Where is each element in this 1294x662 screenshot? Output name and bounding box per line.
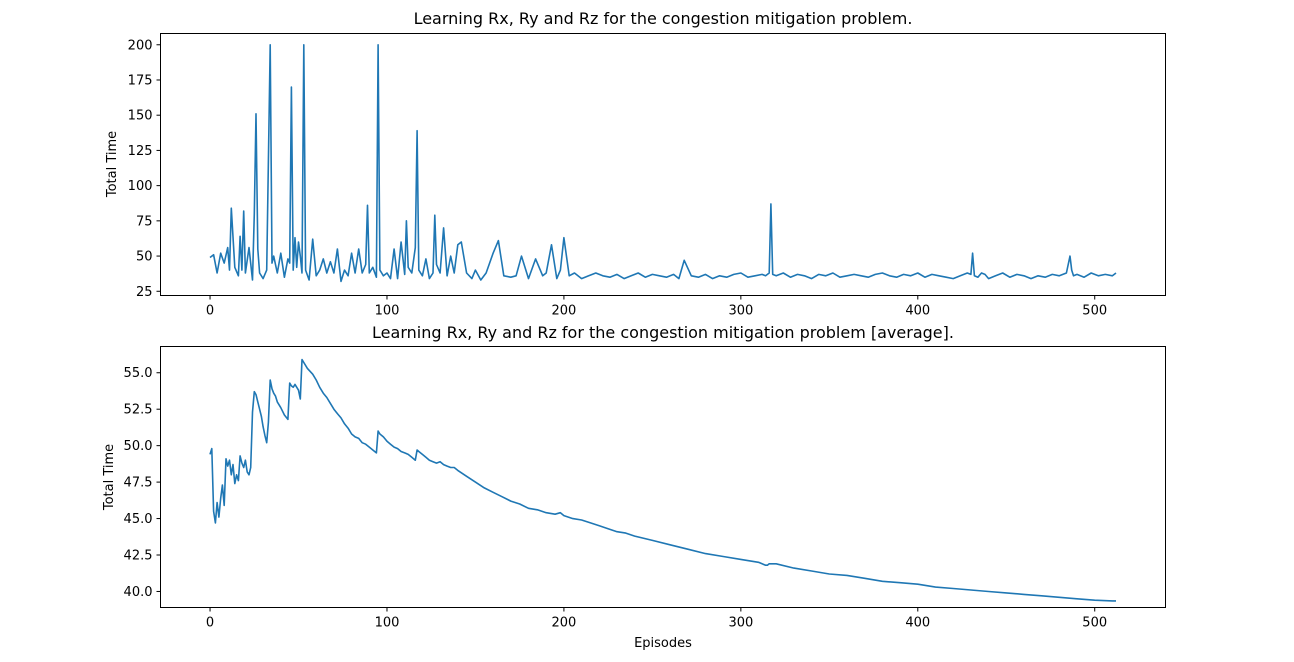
bottom-chart-y-tick-label: 50.0 — [124, 439, 153, 454]
top-chart-x-tick-label: 500 — [1082, 304, 1107, 319]
top-chart-y-tick-label: 25 — [136, 285, 153, 300]
bottom-chart-y-tick-label: 45.0 — [124, 512, 153, 527]
bottom-chart-y-tick-label: 47.5 — [124, 476, 153, 491]
top-chart-y-axis-label: Total Time — [105, 131, 120, 198]
top-chart-x-tick-label: 300 — [728, 304, 753, 319]
top-chart-x-tick-label: 400 — [905, 304, 930, 319]
top-chart-y-tick-label: 50 — [136, 250, 153, 265]
top-chart-y-tick-label: 175 — [128, 73, 153, 88]
bottom-chart-y-tick-label: 40.0 — [124, 585, 153, 600]
bottom-chart-x-tick-label: 100 — [375, 616, 400, 631]
bottom-chart-axes: 0 100 200 300 400 500 40.0 42.5 45.0 47.5 50.0 52.5… — [124, 358, 1116, 631]
bottom-chart-series-line — [209, 358, 1116, 602]
bottom-chart-title: Learning Rx, Ry and Rz for the congestio… — [372, 323, 954, 342]
bottom-chart-panel: Learning Rx, Ry and Rz for the congestio… — [102, 323, 1166, 651]
bottom-chart-x-tick-label: 0 — [206, 616, 214, 631]
bottom-chart-x-tick-label: 300 — [728, 616, 753, 631]
bottom-chart-y-tick-label: 52.5 — [124, 403, 153, 418]
top-chart-x-tick-label: 200 — [552, 304, 577, 319]
top-chart-y-tick-label: 100 — [128, 179, 153, 194]
bottom-chart-x-axis-label: Episodes — [634, 636, 692, 651]
top-chart-title: Learning Rx, Ry and Rz for the congestio… — [414, 9, 913, 28]
top-chart-x-tick-label: 0 — [206, 304, 214, 319]
top-chart-axes: 0 100 200 300 400 500 25 50 75 100 125 150 175 200 — [128, 38, 1117, 319]
bottom-chart-x-tick-label: 200 — [552, 616, 577, 631]
bottom-chart-frame — [160, 346, 1166, 608]
top-chart-series-line — [209, 43, 1117, 283]
bottom-chart-y-tick-label: 55.0 — [124, 366, 153, 381]
top-chart-y-tick-label: 150 — [128, 109, 153, 124]
bottom-chart-y-tick-label: 42.5 — [124, 549, 153, 564]
top-chart-y-tick-label: 75 — [136, 214, 153, 229]
top-chart-y-tick-label: 200 — [128, 38, 153, 53]
top-chart-panel: Learning Rx, Ry and Rz for the congestio… — [105, 9, 1166, 319]
top-chart-y-tick-label: 125 — [128, 144, 153, 159]
top-chart-x-tick-label: 100 — [375, 304, 400, 319]
bottom-chart-y-axis-label: Total Time — [102, 444, 117, 511]
bottom-chart-x-tick-label: 400 — [905, 616, 930, 631]
bottom-chart-x-tick-label: 500 — [1082, 616, 1107, 631]
top-chart-frame — [160, 33, 1166, 296]
